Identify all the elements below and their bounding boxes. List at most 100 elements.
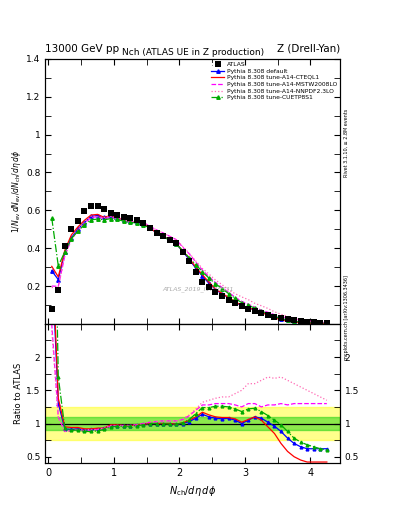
Pythia 8.308 default (82, 220, 87, 226)
ATLAS (81, 207, 88, 216)
X-axis label: $N_{\rm ch}/d\eta\,d\phi$: $N_{\rm ch}/d\eta\,d\phi$ (169, 484, 216, 498)
Pythia 8.308 tune-A14-MSTW2008LO (174, 237, 178, 243)
Pythia 8.308 tune-CUETP8S1 (121, 218, 126, 224)
Pythia 8.308 default (148, 225, 152, 231)
Pythia 8.308 tune-A14-CTEQL1 (56, 274, 61, 280)
Pythia 8.308 default (252, 307, 257, 313)
ATLAS (278, 314, 284, 322)
ATLAS (114, 211, 120, 219)
Pythia 8.308 tune-A14-MSTW2008LO (108, 215, 113, 221)
Text: Rivet 3.1.10, ≥ 2.8M events: Rivet 3.1.10, ≥ 2.8M events (344, 109, 349, 178)
ATLAS (49, 305, 55, 313)
ATLAS (285, 315, 291, 324)
ATLAS (271, 313, 277, 321)
Pythia 8.308 tune-CUETP8S1 (318, 320, 323, 326)
Pythia 8.308 tune-A14-NNPDF2.3LO (95, 214, 100, 220)
Pythia 8.308 tune-A14-CTEQL1 (187, 255, 192, 261)
Pythia 8.308 default (108, 214, 113, 220)
Pythia 8.308 tune-A14-NNPDF2.3LO (305, 317, 310, 324)
Pythia 8.308 tune-A14-NNPDF2.3LO (213, 277, 218, 283)
Pythia 8.308 tune-A14-CTEQL1 (285, 318, 290, 324)
Pythia 8.308 tune-CUETP8S1 (213, 281, 218, 287)
Pythia 8.308 tune-A14-CTEQL1 (279, 317, 283, 323)
Pythia 8.308 tune-CUETP8S1 (134, 220, 139, 226)
Title: Nch (ATLAS UE in Z production): Nch (ATLAS UE in Z production) (121, 48, 264, 57)
Pythia 8.308 tune-A14-MSTW2008LO (141, 220, 146, 226)
Pythia 8.308 default (298, 319, 303, 325)
ATLAS (193, 268, 199, 276)
Pythia 8.308 default (69, 234, 74, 241)
Pythia 8.308 tune-CUETP8S1 (298, 319, 303, 325)
Pythia 8.308 tune-A14-MSTW2008LO (82, 221, 87, 227)
Pythia 8.308 tune-A14-NNPDF2.3LO (121, 217, 126, 223)
Pythia 8.308 tune-A14-NNPDF2.3LO (285, 313, 290, 319)
Text: ATLAS_2019_I1736531: ATLAS_2019_I1736531 (163, 286, 234, 292)
Pythia 8.308 tune-A14-NNPDF2.3LO (252, 300, 257, 306)
ATLAS (127, 214, 134, 222)
Text: mcplots.cern.ch [arXiv:1306.3436]: mcplots.cern.ch [arXiv:1306.3436] (344, 275, 349, 360)
Pythia 8.308 tune-A14-NNPDF2.3LO (193, 258, 198, 264)
Pythia 8.308 tune-A14-MSTW2008LO (298, 317, 303, 323)
ATLAS (173, 239, 179, 247)
Pythia 8.308 tune-A14-NNPDF2.3LO (161, 230, 165, 236)
Pythia 8.308 default (207, 280, 211, 286)
Pythia 8.308 default (272, 314, 277, 320)
Pythia 8.308 tune-A14-CTEQL1 (259, 309, 264, 315)
Pythia 8.308 tune-CUETP8S1 (311, 319, 316, 326)
Pythia 8.308 default (161, 233, 165, 240)
Pythia 8.308 default (246, 305, 251, 311)
Pythia 8.308 tune-A14-CTEQL1 (220, 290, 224, 296)
Pythia 8.308 tune-A14-MSTW2008LO (50, 283, 54, 289)
Pythia 8.308 tune-CUETP8S1 (82, 222, 87, 228)
Pythia 8.308 tune-A14-CTEQL1 (148, 225, 152, 231)
ATLAS (94, 202, 101, 210)
Pythia 8.308 tune-CUETP8S1 (128, 220, 133, 226)
ATLAS (291, 316, 297, 325)
Pythia 8.308 tune-A14-NNPDF2.3LO (82, 220, 87, 226)
Pythia 8.308 default (115, 215, 119, 221)
Pythia 8.308 tune-A14-NNPDF2.3LO (279, 311, 283, 317)
Pythia 8.308 tune-A14-CTEQL1 (75, 224, 80, 230)
Pythia 8.308 default (311, 320, 316, 326)
Pythia 8.308 tune-A14-CTEQL1 (180, 248, 185, 254)
Pythia 8.308 tune-A14-MSTW2008LO (56, 283, 61, 289)
Pythia 8.308 tune-A14-MSTW2008LO (102, 216, 107, 222)
Pythia 8.308 default (187, 257, 192, 263)
Pythia 8.308 tune-A14-CTEQL1 (213, 286, 218, 292)
ATLAS (108, 209, 114, 217)
ATLAS (258, 309, 264, 317)
ATLAS (101, 205, 107, 214)
Pythia 8.308 default (121, 217, 126, 223)
ATLAS (252, 307, 258, 315)
ATLAS (310, 318, 317, 326)
Pythia 8.308 tune-CUETP8S1 (161, 233, 165, 240)
Pythia 8.308 default (193, 265, 198, 271)
ATLAS (55, 286, 61, 294)
Pythia 8.308 tune-A14-NNPDF2.3LO (56, 284, 61, 290)
Pythia 8.308 tune-A14-MSTW2008LO (89, 215, 94, 221)
ATLAS (62, 242, 68, 250)
Pythia 8.308 tune-CUETP8S1 (102, 217, 107, 223)
Pythia 8.308 tune-A14-MSTW2008LO (121, 217, 126, 223)
Pythia 8.308 tune-A14-CTEQL1 (207, 279, 211, 285)
Pythia 8.308 tune-A14-MSTW2008LO (233, 294, 237, 301)
Pythia 8.308 tune-A14-CTEQL1 (233, 298, 237, 305)
Pythia 8.308 tune-CUETP8S1 (187, 254, 192, 261)
Pythia 8.308 tune-A14-CTEQL1 (292, 319, 296, 325)
Pythia 8.308 default (128, 218, 133, 224)
Y-axis label: $1/N_{\rm ev}\,dN_{\rm ev}/dN_{\rm ch}/d\eta\,d\phi$: $1/N_{\rm ev}\,dN_{\rm ev}/dN_{\rm ch}/d… (10, 150, 23, 233)
Pythia 8.308 default (292, 318, 296, 325)
Pythia 8.308 default (318, 320, 323, 326)
Pythia 8.308 tune-A14-MSTW2008LO (325, 319, 329, 326)
Pythia 8.308 tune-CUETP8S1 (239, 300, 244, 306)
Pythia 8.308 tune-A14-MSTW2008LO (311, 318, 316, 325)
Pythia 8.308 tune-CUETP8S1 (325, 320, 329, 326)
Pythia 8.308 tune-A14-MSTW2008LO (134, 219, 139, 225)
Pythia 8.308 default (259, 309, 264, 315)
Pythia 8.308 tune-CUETP8S1 (154, 229, 159, 236)
Pythia 8.308 tune-A14-CTEQL1 (121, 217, 126, 223)
Pythia 8.308 tune-A14-MSTW2008LO (285, 315, 290, 321)
Pythia 8.308 tune-A14-NNPDF2.3LO (239, 294, 244, 300)
ATLAS (121, 213, 127, 221)
ATLAS (160, 232, 166, 241)
